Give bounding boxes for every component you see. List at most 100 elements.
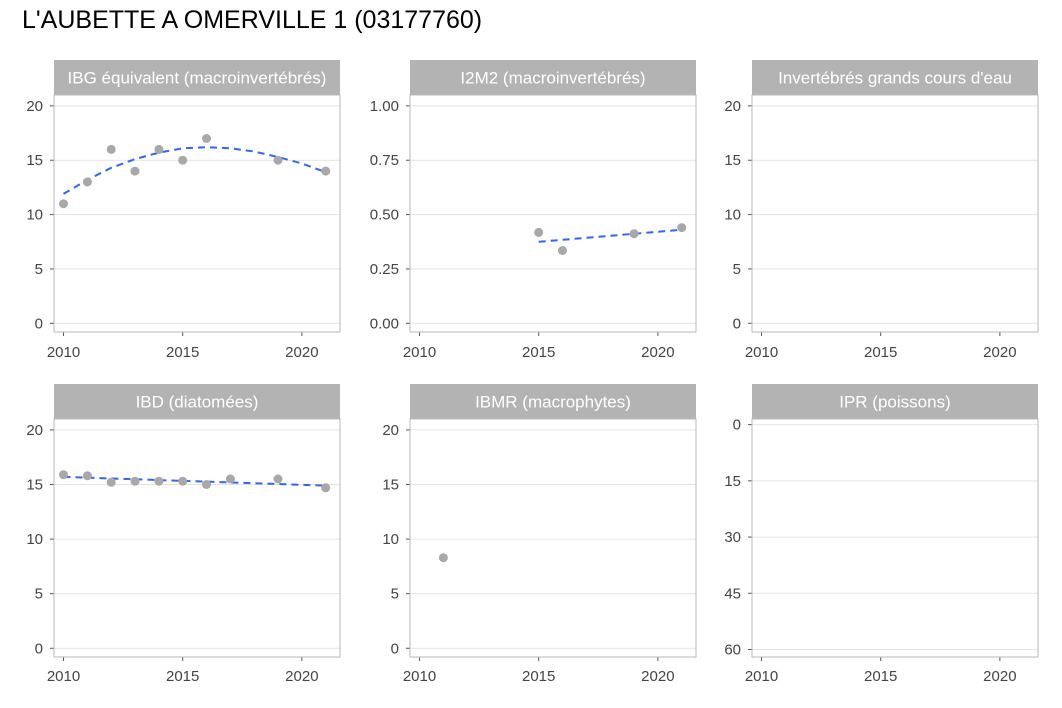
y-tick-label: 30 — [724, 529, 741, 546]
y-tick-label: 5 — [733, 261, 741, 278]
data-point — [82, 471, 92, 481]
y-tick-label: 0 — [733, 417, 741, 434]
panel-border — [751, 418, 1039, 658]
x-tick-label: 2020 — [285, 668, 318, 685]
y-tick-label: 20 — [724, 98, 741, 115]
data-point — [106, 144, 116, 154]
data-point — [178, 155, 188, 165]
panel-4: IBD (diatomées) 0 5 10 15 20 2010 2015 2020 — [26, 384, 341, 685]
panel-title: I2M2 (macroinvertébrés) — [460, 69, 645, 88]
data-point — [321, 166, 331, 176]
x-tick-label: 2020 — [641, 344, 674, 361]
panel-title: IBG équivalent (macroinvertébrés) — [68, 69, 327, 88]
y-tick-label: 60 — [724, 642, 741, 659]
x-tick-label: 2015 — [522, 668, 555, 685]
y-tick-label: 0 — [391, 640, 399, 657]
x-tick-label: 2020 — [285, 344, 318, 361]
y-tick-label: 15 — [724, 152, 741, 169]
plot-area — [54, 419, 340, 657]
data-point — [677, 223, 687, 233]
y-tick-label: 0 — [35, 315, 43, 332]
data-point — [273, 155, 283, 165]
data-point — [225, 474, 235, 484]
panel-strip — [752, 60, 1038, 95]
y-tick-label: 0 — [733, 315, 741, 332]
y-tick-label: 1.00 — [370, 98, 399, 115]
x-tick-label: 2010 — [47, 344, 80, 361]
panel-border — [53, 418, 341, 658]
data-point — [130, 166, 140, 176]
y-tick-label: 15 — [382, 477, 399, 494]
y-tick-label: 5 — [391, 586, 399, 603]
y-tick-label: 0.00 — [370, 315, 399, 332]
data-point — [534, 227, 544, 237]
y-tick-label: 45 — [724, 585, 741, 602]
panel-3: Invertébrés grands cours d'eau0510152020… — [724, 60, 1039, 361]
data-point — [558, 246, 567, 255]
x-tick-label: 2015 — [522, 344, 555, 361]
data-point — [59, 470, 68, 480]
plot-area — [410, 419, 696, 657]
x-tick-label: 2020 — [983, 344, 1016, 361]
x-tick-label: 2010 — [403, 668, 436, 685]
panel-title: IBD (diatomées) — [136, 393, 259, 412]
data-point — [154, 476, 164, 486]
data-point — [629, 229, 639, 239]
y-tick-label: 20 — [26, 98, 43, 115]
panel-border — [53, 94, 341, 333]
panel-strip — [410, 60, 696, 95]
plot-area — [752, 95, 1038, 332]
y-tick-label: 15 — [724, 473, 741, 490]
panel-strip — [54, 384, 340, 419]
plot-area — [54, 95, 340, 332]
panel-strip — [410, 384, 696, 419]
y-tick-label: 10 — [382, 531, 399, 548]
data-point — [321, 483, 331, 493]
data-point — [130, 476, 140, 486]
page-title: L'AUBETTE A OMERVILLE 1 (03177760) — [22, 6, 483, 34]
y-tick-label: 5 — [35, 586, 43, 603]
y-tick-label: 20 — [382, 422, 399, 439]
panel-5: IBMR (macrophytes) 0 5 10 15 20 2010 2015 2020 — [382, 384, 697, 685]
x-tick-label: 2015 — [864, 668, 897, 685]
trend-line — [62, 146, 327, 195]
data-point — [178, 476, 188, 486]
y-tick-label: 10 — [724, 207, 741, 224]
y-tick-label: 0.75 — [370, 152, 399, 169]
x-tick-label: 2010 — [745, 344, 778, 361]
data-point — [82, 177, 92, 187]
y-tick-label: 20 — [26, 422, 43, 439]
panel-title: Invertébrés grands cours d'eau — [778, 69, 1012, 88]
panel-strip — [54, 60, 340, 95]
x-tick-label: 2015 — [864, 344, 897, 361]
data-point — [438, 553, 448, 563]
panel-title: IBMR (macrophytes) — [475, 393, 631, 412]
x-tick-label: 2010 — [47, 668, 80, 685]
data-point — [154, 144, 164, 154]
y-tick-label: 15 — [26, 477, 43, 494]
y-tick-label: 10 — [26, 207, 43, 224]
plot-area — [752, 419, 1038, 657]
panel-border — [409, 418, 697, 658]
x-tick-label: 2015 — [166, 344, 199, 361]
panel-title: IPR (poissons) — [839, 393, 950, 412]
y-tick-label: 0.25 — [370, 261, 399, 278]
y-tick-label: 5 — [35, 261, 43, 278]
y-tick-label: 0.50 — [370, 207, 399, 224]
trend-line — [63, 475, 326, 487]
panel-strip — [752, 384, 1038, 419]
data-point — [202, 134, 211, 143]
data-point — [273, 474, 283, 484]
plot-area — [410, 95, 696, 332]
x-tick-label: 2010 — [403, 344, 436, 361]
y-tick-label: 0 — [35, 640, 43, 657]
data-point — [106, 477, 116, 487]
x-tick-label: 2015 — [166, 668, 199, 685]
panel-border — [409, 94, 697, 333]
y-tick-label: 15 — [26, 152, 43, 169]
panel-border — [751, 94, 1039, 333]
panel-1: IBG équivalent (macroinvertébrés) 0 5 10 15 2… — [26, 60, 341, 361]
y-tick-label: 10 — [26, 531, 43, 548]
